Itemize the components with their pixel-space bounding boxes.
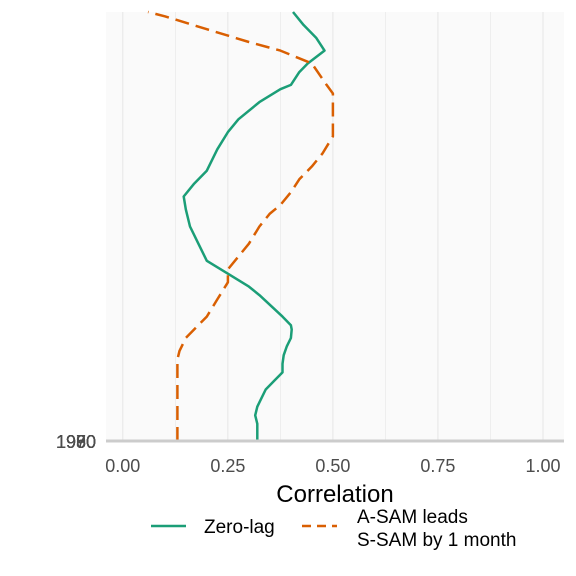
series-line-zero-lag: [182, 11, 326, 441]
x-tick-label: 1.00: [525, 456, 560, 476]
plot-panel: [106, 12, 564, 442]
series-line-lead: [147, 10, 335, 441]
legend: Zero-lag A-SAM leads S-SAM by 1 month: [151, 507, 516, 551]
grid-lines: [122, 12, 544, 441]
y-tick-label: 1990: [56, 432, 96, 452]
y-tick-label: 1950: [56, 432, 96, 452]
y-tick-label: 1980: [56, 432, 96, 452]
y-tick-label: 1960: [56, 432, 96, 452]
x-tick-label: 0.50: [315, 456, 350, 476]
series-layer: [147, 10, 335, 441]
x-tick-labels: 0.00 0.25 0.50 0.75 1.00: [105, 456, 560, 476]
legend-label-lead-line2: S-SAM by 1 month: [357, 530, 516, 551]
legend-label-zero-lag: Zero-lag: [204, 517, 275, 538]
legend-label-lead: A-SAM leads: [357, 507, 468, 528]
y-tick-label: 1970: [56, 432, 96, 452]
x-tick-label: 0.25: [210, 456, 245, 476]
x-axis-title: Correlation: [276, 481, 393, 508]
x-tick-label: 0.00: [105, 456, 140, 476]
x-tick-label: 0.75: [420, 456, 455, 476]
